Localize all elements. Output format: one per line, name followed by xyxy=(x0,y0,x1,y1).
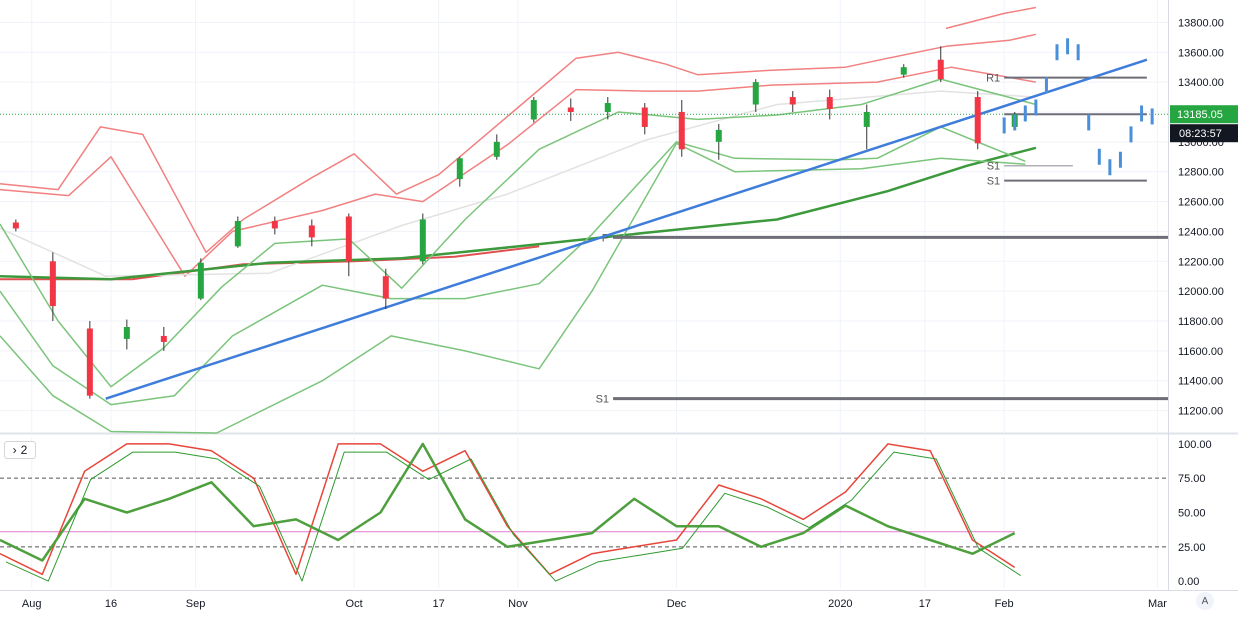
candle-body[interactable] xyxy=(530,100,537,120)
price-tick-label: 11800.00 xyxy=(1178,316,1223,328)
keltner-lower-line xyxy=(0,126,1026,406)
time-tick-label: Feb xyxy=(995,598,1014,610)
candle-body[interactable] xyxy=(345,216,352,262)
candle-body[interactable] xyxy=(900,67,907,75)
candle-body[interactable] xyxy=(234,220,241,247)
price-tick-label: 12200.00 xyxy=(1178,256,1224,268)
candle-body[interactable] xyxy=(974,97,981,144)
oscillator-tick-label: 50.00 xyxy=(1178,508,1206,520)
candle-body[interactable] xyxy=(271,220,278,229)
oscillator-pane[interactable] xyxy=(0,435,1168,590)
forecast-bar xyxy=(1150,108,1154,125)
time-tick-label: 2020 xyxy=(828,598,852,610)
time-tick-label: Nov xyxy=(508,598,528,610)
forecast-bar xyxy=(1076,44,1080,61)
forecast-bar xyxy=(1129,126,1133,143)
oscillator-tick-label: 0.00 xyxy=(1178,576,1199,588)
keltner-upper-line xyxy=(0,66,1037,277)
time-tick-label: Aug xyxy=(22,598,42,610)
auto-scale-button[interactable]: A xyxy=(1196,592,1214,610)
pivot-s1-grey-label: S1 xyxy=(987,161,1000,173)
countdown-value: 08:23:57 xyxy=(1179,128,1222,140)
price-tick-label: 11600.00 xyxy=(1178,346,1223,358)
forecast-bar xyxy=(1108,159,1112,176)
candle-body[interactable] xyxy=(789,97,796,105)
pane-toggle-button[interactable]: › 2 xyxy=(4,441,36,459)
price-tick-label: 12800.00 xyxy=(1178,167,1224,179)
candle-body[interactable] xyxy=(123,326,130,339)
time-tick-label: 17 xyxy=(919,598,931,610)
time-tick-label: 16 xyxy=(105,598,117,610)
candle-body[interactable] xyxy=(937,59,944,80)
candle-body[interactable] xyxy=(567,107,574,112)
price-tick-label: 13400.00 xyxy=(1178,77,1224,89)
candle-body[interactable] xyxy=(308,225,315,238)
candle-body[interactable] xyxy=(456,158,463,180)
sma-long-line xyxy=(0,146,1037,281)
candle-body[interactable] xyxy=(604,103,611,112)
price-tick-label: 13600.00 xyxy=(1178,47,1224,59)
forecast-bar xyxy=(1013,114,1017,131)
forecast-bar xyxy=(1087,114,1091,131)
forecast-bar xyxy=(1044,77,1048,94)
candle-body[interactable] xyxy=(419,219,426,262)
time-tick-label: Mar xyxy=(1148,598,1167,610)
price-tick-label: 12600.00 xyxy=(1178,197,1224,209)
last-price-tag xyxy=(1170,105,1238,124)
candle-body[interactable] xyxy=(49,261,56,307)
candle-body[interactable] xyxy=(493,141,500,157)
candle-body[interactable] xyxy=(86,328,93,396)
candle-body[interactable] xyxy=(382,276,389,299)
pivot-r1-label: R1 xyxy=(986,73,1000,85)
pane-count-label: 2 xyxy=(20,443,28,457)
forecast-bar xyxy=(1066,38,1070,55)
bollinger-lower-line xyxy=(0,142,1026,434)
oscillator-tick-label: 25.00 xyxy=(1178,542,1206,554)
keltner-mid-line xyxy=(0,78,1037,388)
forecast-bar xyxy=(1140,105,1144,122)
pivot-p-label: P xyxy=(602,232,609,244)
forecast-bar xyxy=(1023,105,1027,122)
forecast-bar xyxy=(1118,151,1122,168)
price-tick-label: 12000.00 xyxy=(1178,286,1224,298)
oscillator-series-line xyxy=(0,443,1016,576)
price-tick-label: 11200.00 xyxy=(1178,406,1223,418)
pivot-s1-low-label: S1 xyxy=(596,394,609,406)
bollinger-upper-line xyxy=(0,33,1037,254)
forecast-bar xyxy=(1097,148,1101,165)
candle-body[interactable] xyxy=(12,222,19,229)
chevron-right-icon: › xyxy=(12,443,17,457)
main-pane[interactable] xyxy=(0,0,1168,433)
time-tick-label: 17 xyxy=(433,598,445,610)
oscillator-series-line xyxy=(0,442,1016,562)
candle-body[interactable] xyxy=(678,111,685,150)
trendline[interactable] xyxy=(105,58,1148,400)
time-tick-label: Sep xyxy=(186,598,206,610)
candle-body[interactable] xyxy=(197,262,204,299)
candle-body[interactable] xyxy=(715,129,722,142)
candle-body[interactable] xyxy=(160,335,167,342)
oscillator-fast-line xyxy=(5,451,1021,582)
forecast-bar xyxy=(1034,99,1038,116)
auto-scale-label: A xyxy=(1201,595,1209,607)
candle-body[interactable] xyxy=(752,82,759,105)
bollinger-upper-outer-line xyxy=(945,6,1037,30)
candle-body[interactable] xyxy=(863,111,870,127)
forecast-bar xyxy=(1055,44,1059,61)
countdown-tag xyxy=(1170,124,1238,143)
price-tick-label: 13800.00 xyxy=(1178,17,1224,29)
time-tick-label: Oct xyxy=(346,598,363,610)
oscillator-tick-label: 75.00 xyxy=(1178,473,1206,485)
price-tick-label: 12400.00 xyxy=(1178,226,1224,238)
candle-body[interactable] xyxy=(826,97,833,109)
price-tick-label: 11400.00 xyxy=(1178,376,1223,388)
last-price-value: 13185.05 xyxy=(1177,109,1223,121)
oscillator-tick-label: 100.00 xyxy=(1178,439,1212,451)
candle-body[interactable] xyxy=(641,107,648,127)
forecast-bar xyxy=(1002,117,1006,134)
time-tick-label: Dec xyxy=(667,598,687,610)
pivot-s1-label: S1 xyxy=(987,176,1000,188)
